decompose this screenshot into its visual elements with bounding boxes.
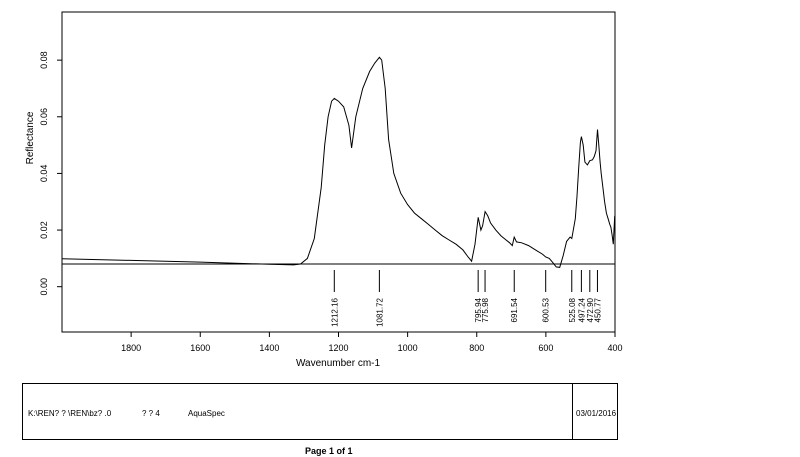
x-tick-label: 1000 [398,343,418,353]
x-tick-label: 800 [469,343,484,353]
code-text: ? ? 4 [142,409,160,418]
peak-label: 600.53 [542,297,551,322]
spectrum-chart: 0.00 0.02 0.04 0.06 0.08 1800 1600 1400 1200 100… [25,11,623,369]
peak-label: 497.24 [577,297,586,322]
y-tick-label: 0.08 [39,51,49,69]
peak-label: 450.77 [593,297,602,322]
info-panel-divider [572,383,573,440]
date-text: 03/01/2016 [576,409,617,418]
software-name: AquaSpec [188,409,225,418]
plot-frame [61,11,616,333]
x-tick-label: 1400 [259,343,279,353]
file-path-text: K:\REN? ? \REN\bz? .0 [28,409,112,418]
x-tick-label: 1200 [328,343,348,353]
x-tick-label: 600 [538,343,553,353]
x-tick-label: 1800 [121,343,141,353]
peak-label: 1081.72 [375,297,384,326]
spectrum-line [61,56,616,268]
peak-label: 1212.16 [330,297,339,326]
peak-label: 775.98 [481,297,490,322]
y-axis: 0.00 0.02 0.04 0.06 0.08 [39,51,62,295]
y-tick-label: 0.06 [39,108,49,126]
page-number: Page 1 of 1 [305,446,353,456]
info-panel [22,383,618,440]
x-tick-label: 1600 [190,343,210,353]
peak-label: 525.08 [568,297,577,322]
y-tick-label: 0.02 [39,221,49,239]
y-tick-label: 0.00 [39,278,49,296]
peak-label: 691.54 [510,297,519,322]
x-axis-label: Wavenumber cm-1 [296,358,381,369]
x-axis: 1800 1600 1400 1200 1000 800 600 400 [121,332,623,353]
x-tick-label: 400 [607,343,622,353]
peak-label: 472.90 [586,297,595,322]
peak-label: 795.94 [474,297,483,322]
y-tick-label: 0.04 [39,165,49,183]
y-axis-label: Reflectance [25,111,36,164]
